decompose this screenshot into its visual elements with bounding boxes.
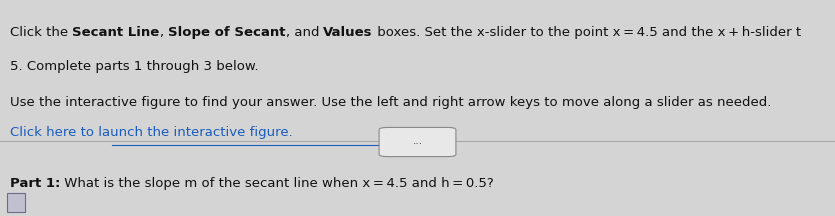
Text: Click the: Click the bbox=[10, 26, 73, 39]
Text: ,: , bbox=[159, 26, 168, 39]
Text: Secant Line: Secant Line bbox=[73, 26, 159, 39]
Text: , and: , and bbox=[286, 26, 323, 39]
Text: Click here to launch the interactive figure.: Click here to launch the interactive fig… bbox=[10, 126, 293, 139]
Text: Part 1:: Part 1: bbox=[10, 177, 60, 190]
Text: 5. Complete parts 1 through 3 below.: 5. Complete parts 1 through 3 below. bbox=[10, 60, 259, 73]
Text: ...: ... bbox=[412, 137, 423, 146]
Text: boxes. Set the x-slider to the point x = 4.5 and the x + h-slider t: boxes. Set the x-slider to the point x =… bbox=[372, 26, 801, 39]
FancyBboxPatch shape bbox=[7, 193, 25, 212]
FancyBboxPatch shape bbox=[379, 127, 456, 157]
Text: Slope of Secant: Slope of Secant bbox=[168, 26, 286, 39]
Text: Use the interactive figure to find your answer. Use the left and right arrow key: Use the interactive figure to find your … bbox=[10, 96, 772, 109]
Text: What is the slope m of the secant line when x = 4.5 and h = 0.5?: What is the slope m of the secant line w… bbox=[60, 177, 494, 190]
Text: Values: Values bbox=[323, 26, 372, 39]
